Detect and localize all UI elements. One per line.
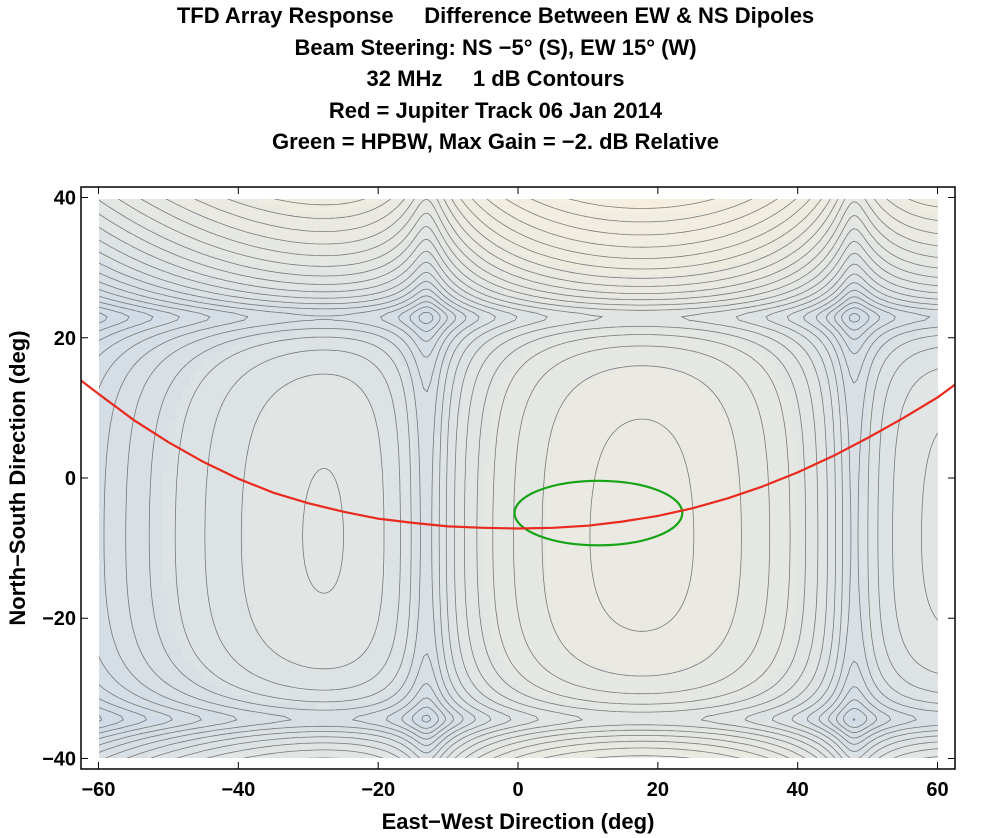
contour-field: [99, 199, 938, 758]
contour-level-16: [99, 262, 938, 758]
contour-level-0: [568, 199, 716, 209]
contour-level-21: [99, 301, 861, 734]
overlay-series: [81, 379, 955, 547]
y-axis-label: North−South Direction (deg): [5, 330, 30, 625]
contour-lines: [99, 199, 938, 758]
title-line-3: 32 MHz 1 dB Contours: [366, 66, 625, 91]
x-tick-label: −40: [221, 779, 255, 801]
y-tick-label: −40: [42, 748, 76, 770]
y-tick-label: 40: [54, 188, 76, 210]
contour-level-18: [99, 281, 896, 753]
contour-level-17: [99, 272, 931, 758]
contour-level-5: [273, 199, 938, 270]
contour-level-10: [117, 199, 938, 758]
contour-level-12: [99, 213, 938, 758]
x-tick-label: 20: [647, 779, 669, 801]
chart-title: TFD Array Response Difference Between EW…: [0, 0, 991, 158]
contour-level-7: [193, 199, 938, 758]
field-band-9: [490, 199, 792, 247]
field-band-2: [99, 199, 938, 758]
x-tick-label: 40: [787, 779, 809, 801]
y-tick-label: −20: [42, 608, 76, 630]
x-tick-label: −20: [361, 779, 395, 801]
hpbw-ellipse: [513, 479, 684, 547]
contour-level-6: [226, 199, 938, 758]
axis-ticks: −60 −40 −20 0 20 40 60 −40 −20 0 20 40: [42, 187, 955, 801]
field-band-4: [168, 199, 938, 758]
contour-level-2: [505, 199, 778, 236]
field-band-10: [552, 199, 729, 212]
title-line-4: Red = Jupiter Track 06 Jan 2014: [328, 97, 663, 123]
contour-level-22: [99, 306, 130, 729]
title-line-1: TFD Array Response Difference Between EW…: [176, 3, 815, 28]
y-tick-label: 20: [54, 328, 76, 350]
contour-level-15: [99, 251, 938, 758]
contour-level-14: [99, 239, 938, 758]
x-tick-label: −60: [82, 779, 116, 801]
contour-level-23: [99, 312, 108, 722]
field-band-8: [259, 199, 938, 276]
contour-level-20: [99, 295, 870, 740]
x-tick-label: 60: [926, 779, 948, 801]
contour-level-9: [140, 199, 938, 758]
y-tick-label: 0: [65, 468, 76, 490]
field-band-1: [99, 225, 938, 758]
contour-level-8: [165, 199, 938, 758]
contour-level-3: [486, 199, 797, 248]
contour-level-19: [99, 289, 881, 746]
x-tick-label: 0: [512, 779, 523, 801]
title-line-2: Beam Steering: NS −5° (S), EW 15° (W): [294, 34, 697, 60]
jupiter-track-line: [81, 379, 955, 530]
contour-level-11: [99, 199, 938, 758]
field-band-5: [99, 281, 896, 752]
contour-level-1: [530, 199, 753, 223]
contour-level-4: [471, 199, 811, 259]
title-line-5: Green = HPBW, Max Gain = −2. dB Relative: [272, 129, 719, 154]
contour-level-13: [99, 226, 938, 758]
x-axis-label: East−West Direction (deg): [382, 809, 655, 834]
